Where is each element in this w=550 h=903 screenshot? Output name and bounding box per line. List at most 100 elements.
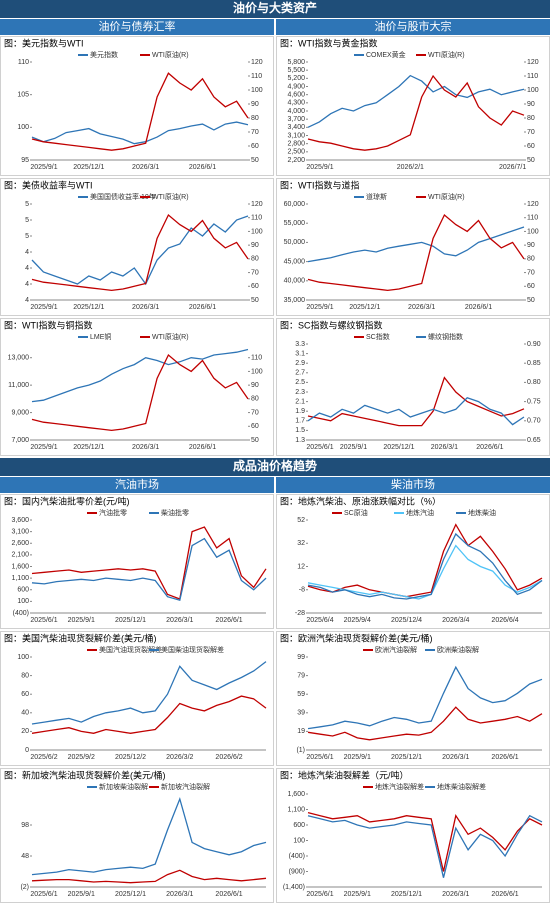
x-tick-label: 2025/6/1: [30, 617, 57, 624]
y-tick-label: 80: [251, 396, 259, 403]
x-tick-label: 2025/12/2: [115, 754, 146, 761]
x-tick-label: 2026/3/1: [166, 617, 193, 624]
x-tick-label: 2026/6/1: [215, 617, 242, 624]
chart-title: 图：SC指数与螺纹钢指数: [280, 319, 383, 330]
x-tick-label: 2025/9/4: [344, 617, 371, 624]
x-tick-label: 2026/6/1: [476, 444, 503, 451]
y-tick-label: 60: [251, 143, 259, 150]
y-tick-label: 110: [527, 73, 538, 80]
chart-title: 图：美元指数与WTI: [4, 37, 84, 48]
x-tick-label: 2026/3/1: [132, 164, 159, 171]
column-title: 汽油市场: [115, 477, 159, 491]
y-tick-label: (900): [289, 868, 305, 875]
y-tick-label: 80: [251, 115, 259, 122]
legend-label: 新加坡汽油裂解: [161, 782, 210, 791]
legend-label: WTI原油(R): [152, 192, 189, 201]
y-tick-label: 80: [527, 115, 535, 122]
x-tick-label: 2026/6/1: [189, 444, 216, 451]
legend-label: 汽油批零: [99, 508, 127, 517]
series-line: [307, 74, 525, 128]
x-tick-label: 2026/6/2: [215, 754, 242, 761]
y-tick-label: 600: [293, 822, 305, 829]
chart-title: 图：WTI指数与黄金指数: [280, 37, 378, 48]
column-header: [0, 19, 274, 35]
y-tick-label: 4: [25, 281, 29, 288]
y-tick-label: 100: [251, 368, 263, 375]
x-tick-label: 2025/12/4: [391, 617, 422, 624]
y-tick-label: 5: [25, 201, 29, 208]
column-title: 油价与股市大宗: [375, 19, 452, 33]
chart-frame: [0, 631, 274, 766]
y-tick-label: 90: [251, 101, 259, 108]
y-tick-label: (1): [296, 747, 305, 754]
y-tick-label: 1,600: [11, 563, 29, 570]
series-line: [31, 348, 249, 403]
y-tick-label: 60: [527, 283, 535, 290]
column-header: [276, 19, 550, 35]
series-line: [307, 532, 543, 600]
y-tick-label: 5,200: [287, 75, 305, 82]
y-tick-label: (1,400): [283, 884, 305, 891]
legend-label: 地炼汽油: [406, 508, 434, 517]
legend-label: 美国汽油现货裂解差: [99, 645, 162, 654]
series-line: [31, 215, 249, 286]
y-tick-label: 60: [251, 423, 259, 430]
y-tick-label: 120: [527, 59, 539, 66]
chart-frame: [0, 36, 274, 176]
y-tick-label: 3,400: [287, 124, 305, 131]
y-tick-label: 39: [297, 710, 305, 717]
section-header: [0, 458, 550, 476]
y-tick-label: 2,600: [11, 540, 29, 547]
series-line: [307, 811, 543, 872]
x-tick-label: 2026/6/4: [491, 617, 518, 624]
legend-label: 地炼柴油: [468, 508, 496, 517]
legend-label: 欧洲汽油裂解: [375, 645, 417, 654]
y-tick-label: 2.1: [295, 398, 305, 405]
section-header: [0, 0, 550, 18]
y-tick-label: 4: [25, 249, 29, 256]
y-tick-label: 110: [251, 215, 262, 222]
y-tick-label: 50: [527, 297, 535, 304]
y-tick-label: -28: [295, 610, 305, 617]
series-line: [307, 376, 525, 427]
y-tick-label: (2): [20, 884, 29, 891]
y-tick-label: 0.90: [527, 341, 541, 348]
y-tick-label: 60: [21, 691, 29, 698]
y-tick-label: (400): [289, 853, 305, 860]
x-tick-label: 2025/12/1: [115, 617, 146, 624]
y-tick-label: 2.3: [295, 389, 305, 396]
y-tick-label: 1,600: [287, 791, 305, 798]
x-tick-label: 2025/12/1: [391, 891, 422, 898]
y-tick-label: 2,800: [287, 141, 305, 148]
y-tick-label: 20: [21, 728, 29, 735]
y-tick-label: (400): [13, 610, 29, 617]
series-line: [307, 665, 543, 730]
series-line: [307, 523, 543, 598]
y-tick-label: 50: [251, 437, 259, 444]
y-tick-label: 55,000: [284, 220, 306, 227]
x-tick-label: 2025/9/1: [344, 754, 371, 761]
y-tick-label: 70: [251, 129, 259, 136]
x-tick-label: 2025/6/1: [306, 444, 333, 451]
y-tick-label: 110: [527, 215, 538, 222]
x-tick-label: 2025/9/1: [340, 444, 367, 451]
chart-frame: [0, 494, 274, 629]
y-tick-label: 90: [251, 382, 259, 389]
series-line: [307, 814, 543, 878]
y-tick-label: 110: [251, 73, 262, 80]
y-tick-label: 90: [527, 101, 535, 108]
y-tick-label: 100: [17, 124, 29, 131]
series-line: [31, 213, 249, 292]
x-tick-label: 2026/3/2: [166, 754, 193, 761]
y-tick-label: 7,000: [11, 437, 29, 444]
column-header: [276, 477, 550, 493]
series-line: [307, 397, 525, 426]
x-tick-label: 2026/6/1: [491, 891, 518, 898]
y-tick-label: 100: [527, 87, 539, 94]
x-tick-label: 2025/12/1: [383, 444, 414, 451]
y-tick-label: 19: [297, 728, 305, 735]
legend-label: 美国国债收益率:10年: [90, 192, 156, 201]
x-tick-label: 2025/12/1: [115, 891, 146, 898]
y-tick-label: 70: [251, 409, 259, 416]
